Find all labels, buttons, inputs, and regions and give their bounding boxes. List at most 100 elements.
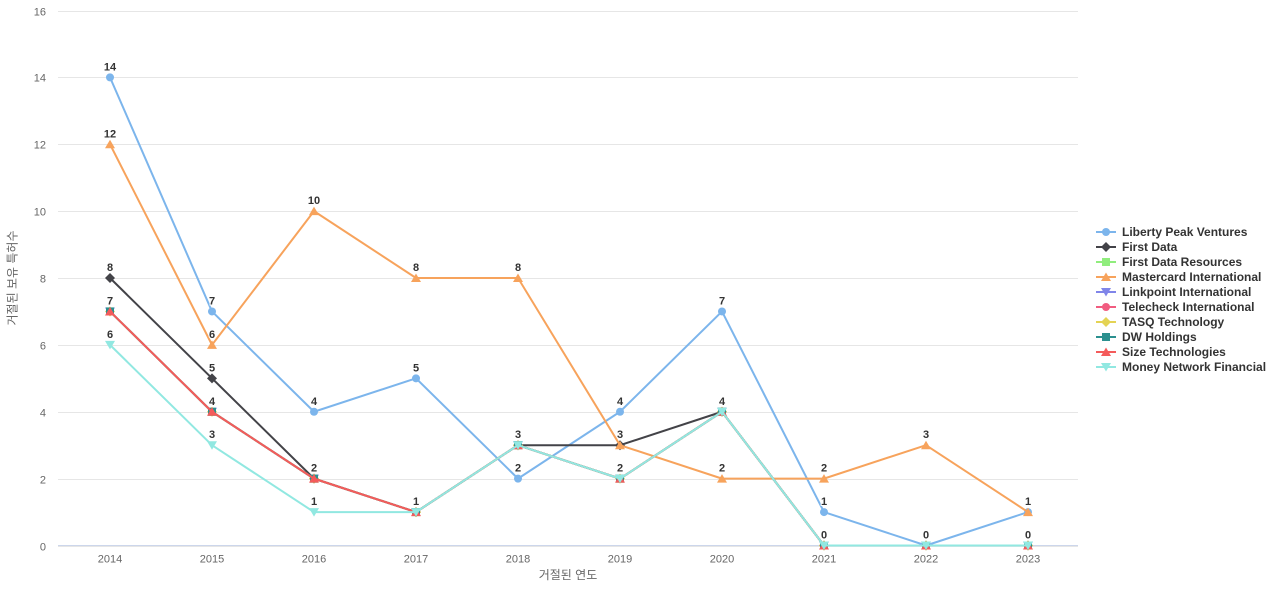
data-label: 2 xyxy=(617,463,623,475)
y-tick-label: 12 xyxy=(34,140,46,152)
marker-money-network-financial[interactable] xyxy=(513,441,523,450)
legend-item-size-technologies[interactable]: Size Technologies xyxy=(1095,344,1266,359)
data-label: 4 xyxy=(719,396,726,408)
series-line-first-data xyxy=(109,277,1029,547)
legend-item-tasq-technology[interactable]: TASQ Technology xyxy=(1095,314,1266,329)
marker-mastercard-international[interactable] xyxy=(615,440,625,450)
data-label: 4 xyxy=(209,396,216,408)
marker-mastercard-international[interactable] xyxy=(819,474,829,483)
data-label: 2 xyxy=(719,463,725,475)
marker-first-data[interactable] xyxy=(105,273,115,283)
marker-money-network-financial[interactable] xyxy=(1023,541,1033,551)
legend-item-first-data[interactable]: First Data xyxy=(1095,239,1266,254)
marker-money-network-financial[interactable] xyxy=(615,474,625,484)
marker-liberty-peak-ventures[interactable] xyxy=(718,307,726,316)
marker-liberty-peak-ventures[interactable] xyxy=(106,73,114,82)
legend-marker-icon xyxy=(1096,272,1116,281)
series-line-money-network-financial xyxy=(109,343,1029,547)
data-label: 6 xyxy=(107,329,113,341)
y-tick-label: 10 xyxy=(34,207,46,219)
legend-item-mastercard-international[interactable]: Mastercard International xyxy=(1095,269,1266,284)
marker-mastercard-international[interactable] xyxy=(309,206,319,216)
data-label: 4 xyxy=(617,396,624,408)
x-tick-label: 2017 xyxy=(404,554,428,566)
data-label: 3 xyxy=(515,429,521,441)
marker-size-technologies[interactable] xyxy=(207,407,217,416)
marker-mastercard-international[interactable] xyxy=(105,139,115,149)
marker-size-technologies[interactable] xyxy=(105,306,115,316)
x-tick-label: 2019 xyxy=(608,554,632,566)
legend-label: Money Network Financial xyxy=(1122,359,1267,374)
legend-item-first-data-resources[interactable]: First Data Resources xyxy=(1095,254,1266,269)
marker-money-network-financial[interactable] xyxy=(411,508,421,517)
legend-label: First Data Resources xyxy=(1122,254,1243,269)
marker-liberty-peak-ventures[interactable] xyxy=(514,474,522,483)
data-label: 7 xyxy=(107,295,113,307)
legend-item-dw-holdings[interactable]: DW Holdings xyxy=(1095,329,1266,344)
legend-marker-icon xyxy=(1096,287,1116,296)
marker-mastercard-international[interactable] xyxy=(411,273,421,283)
data-label: 7 xyxy=(209,295,215,307)
data-label: 3 xyxy=(209,429,215,441)
series-line-mastercard-international xyxy=(109,143,1029,514)
legend-label: First Data xyxy=(1122,239,1178,254)
data-label: 6 xyxy=(209,329,215,341)
marker-liberty-peak-ventures[interactable] xyxy=(820,508,828,517)
marker-money-network-financial[interactable] xyxy=(207,441,217,450)
data-label: 2 xyxy=(821,463,827,475)
y-tick-label: 14 xyxy=(34,73,46,85)
legend-item-liberty-peak-ventures[interactable]: Liberty Peak Ventures xyxy=(1095,224,1266,239)
x-tick-label: 2015 xyxy=(200,554,224,566)
data-label: 12 xyxy=(104,128,116,140)
data-label: 3 xyxy=(923,429,929,441)
legend-label: Mastercard International xyxy=(1122,269,1262,284)
marker-liberty-peak-ventures[interactable] xyxy=(208,307,216,316)
y-tick-label: 0 xyxy=(40,542,46,554)
x-axis-title: 거절된 연도 xyxy=(538,568,598,582)
data-label: 8 xyxy=(515,262,521,274)
marker-money-network-financial[interactable] xyxy=(309,508,319,517)
data-label: 2 xyxy=(515,463,521,475)
data-label: 0 xyxy=(821,530,827,542)
x-tick-label: 2023 xyxy=(1016,554,1040,566)
data-label: 10 xyxy=(308,195,320,207)
marker-money-network-financial[interactable] xyxy=(921,541,931,551)
legend-marker-icon xyxy=(1096,227,1116,236)
legend-item-telecheck-international[interactable]: Telecheck International xyxy=(1095,299,1266,314)
legend-label: Linkpoint International xyxy=(1122,284,1252,299)
marker-money-network-financial[interactable] xyxy=(717,407,727,417)
data-label: 14 xyxy=(104,61,117,73)
x-tick-label: 2016 xyxy=(302,554,326,566)
legend-marker-icon xyxy=(1096,316,1116,327)
y-tick-label: 16 xyxy=(34,7,46,19)
marker-mastercard-international[interactable] xyxy=(921,440,931,450)
marker-mastercard-international[interactable] xyxy=(717,474,727,483)
x-tick-label: 2014 xyxy=(98,554,122,566)
marker-liberty-peak-ventures[interactable] xyxy=(310,407,318,416)
marker-liberty-peak-ventures[interactable] xyxy=(616,407,624,416)
data-label: 8 xyxy=(413,262,419,274)
data-label: 1 xyxy=(821,496,827,508)
marker-mastercard-international[interactable] xyxy=(1023,507,1033,517)
data-label: 1 xyxy=(413,496,419,508)
marker-size-technologies[interactable] xyxy=(309,474,319,483)
legend-marker-icon xyxy=(1096,362,1116,371)
y-tick-label: 8 xyxy=(40,274,46,286)
legend-marker-icon xyxy=(1096,347,1116,356)
y-axis-title: 거절된 보유 특허수 xyxy=(5,230,20,326)
legend-label: DW Holdings xyxy=(1122,329,1197,344)
y-tick-label: 4 xyxy=(40,408,46,420)
marker-mastercard-international[interactable] xyxy=(207,340,217,349)
marker-liberty-peak-ventures[interactable] xyxy=(412,374,420,383)
marker-first-data[interactable] xyxy=(207,373,217,384)
legend-marker-icon xyxy=(1096,257,1116,266)
legend-item-linkpoint-international[interactable]: Linkpoint International xyxy=(1095,284,1266,299)
legend-item-money-network-financial[interactable]: Money Network Financial xyxy=(1095,359,1266,374)
data-label: 5 xyxy=(413,362,419,374)
legend-label: Liberty Peak Ventures xyxy=(1122,224,1248,239)
marker-money-network-financial[interactable] xyxy=(819,541,829,551)
data-label: 2 xyxy=(311,463,317,475)
marker-mastercard-international[interactable] xyxy=(513,273,523,283)
marker-money-network-financial[interactable] xyxy=(105,340,115,350)
